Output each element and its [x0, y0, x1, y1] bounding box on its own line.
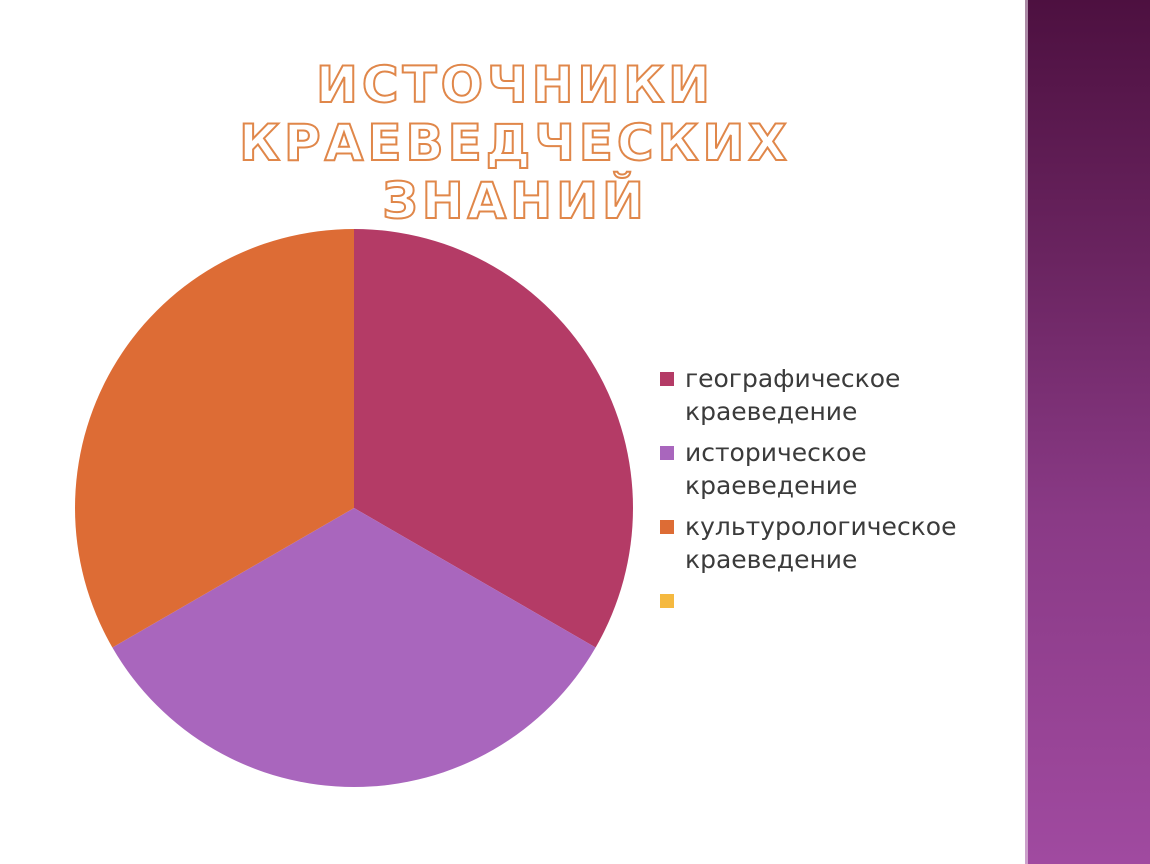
pie-chart [75, 229, 633, 787]
legend-swatch-3 [660, 594, 674, 608]
decorative-side-band [1025, 0, 1150, 864]
side-band-edge [1025, 0, 1028, 864]
legend-item-1: историческое краеведение [660, 436, 1020, 502]
pie-slice-2 [75, 229, 355, 648]
slide-title-line-1: ИСТОЧНИКИ КРАЕВЕДЧЕСКИХ [238, 55, 791, 173]
legend-swatch-0 [660, 372, 674, 386]
legend-label-1: историческое краеведение [685, 438, 867, 500]
legend-swatch-2 [660, 520, 674, 534]
legend-item-2: культурологическое краеведение [660, 510, 1020, 576]
legend-label-2: культурологическое краеведение [685, 512, 957, 574]
legend-item-3 [660, 584, 1020, 617]
slide-title: ИСТОЧНИКИ КРАЕВЕДЧЕСКИХ ЗНАНИЙ [60, 55, 970, 231]
pie-slice-0 [354, 229, 633, 648]
chart-legend: географическое краеведение историческое к… [660, 362, 1020, 625]
legend-swatch-1 [660, 446, 674, 460]
slide-title-line-2: ЗНАНИЙ [381, 171, 648, 231]
legend-label-0: географическое краеведение [685, 364, 901, 426]
legend-item-0: географическое краеведение [660, 362, 1020, 428]
